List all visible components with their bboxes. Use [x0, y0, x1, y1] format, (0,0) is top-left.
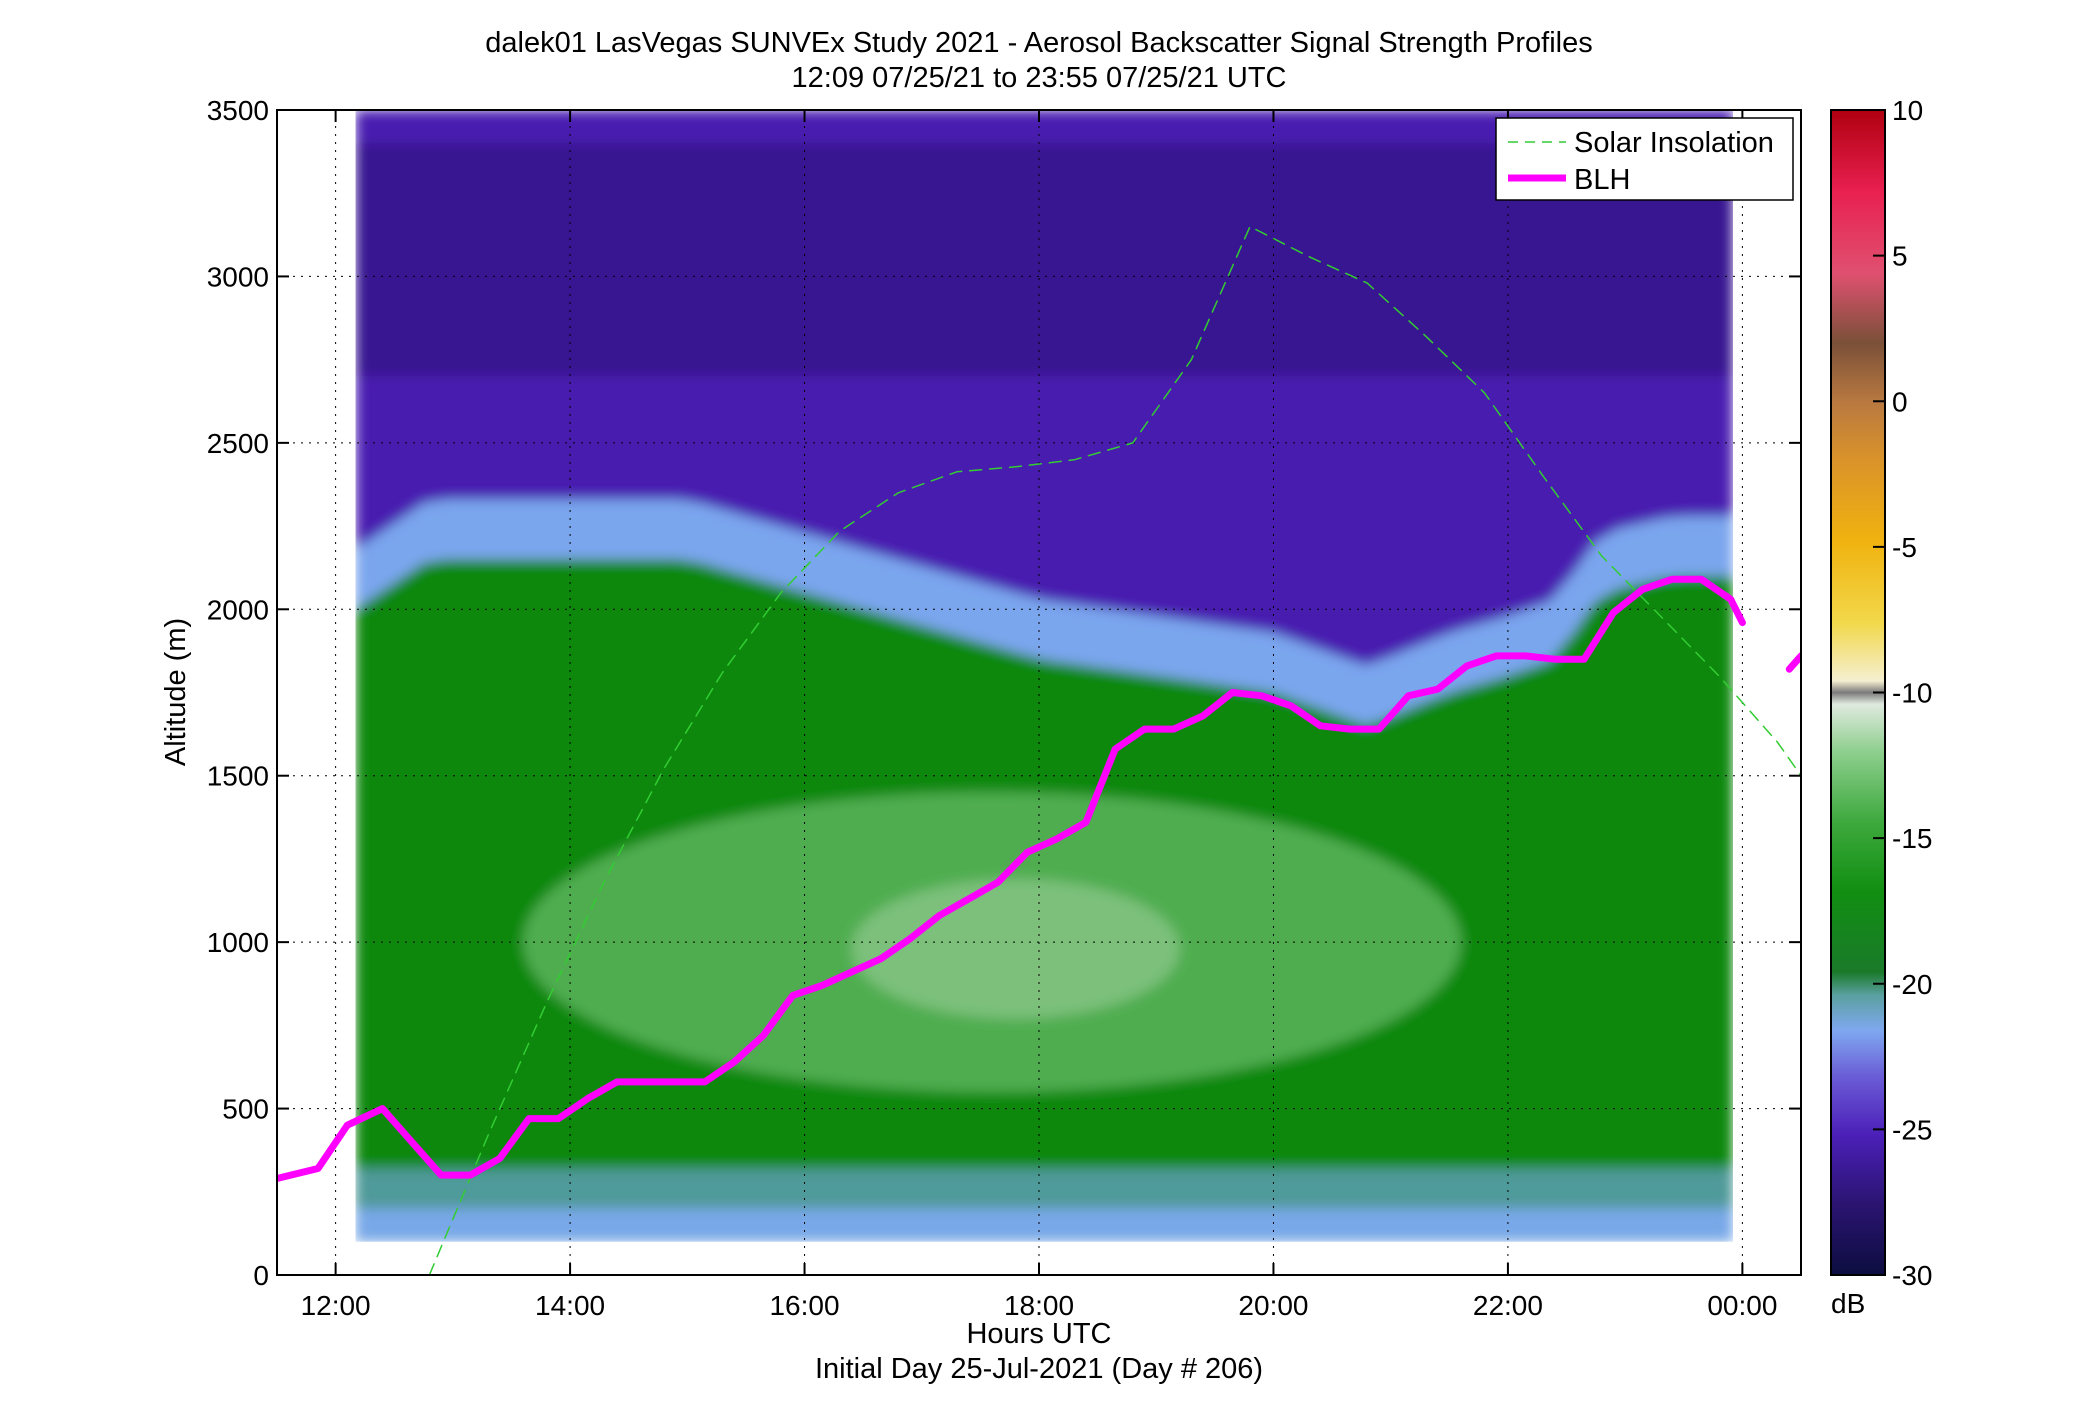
colorbar-ticks: 10 5 0 -5 -10 -15 -20 -25 -30: [1873, 95, 1932, 1291]
y-tick-label: 500: [222, 1094, 269, 1125]
x-axis-subtitle: Initial Day 25-Jul-2021 (Day # 206): [815, 1353, 1263, 1385]
chart-title: dalek01 LasVegas SUNVEx Study 2021 - Aer…: [485, 27, 1592, 59]
legend: Solar Insolation BLH: [1495, 117, 1794, 201]
colorbar-tick-label: -25: [1892, 1114, 1932, 1145]
heatmap-lightest-core: [851, 878, 1180, 1019]
x-tick-label: 12:00: [301, 1290, 371, 1321]
series-lines: [277, 225, 1801, 1275]
y-tick-label: 1000: [207, 927, 269, 958]
legend-label-solar: Solar Insolation: [1574, 127, 1774, 159]
colorbar-label: dB: [1831, 1288, 1865, 1319]
y-tick-label: 0: [253, 1260, 269, 1291]
colorbar-tick-label: -5: [1892, 532, 1917, 563]
y-axis-title: Altitude (m): [160, 618, 192, 766]
x-tick-label: 18:00: [1004, 1290, 1074, 1321]
y-tick-label: 1500: [207, 761, 269, 792]
x-axis-title: Hours UTC: [966, 1318, 1111, 1350]
x-tick-label: 14:00: [535, 1290, 605, 1321]
chart-subtitle: 12:09 07/25/21 to 23:55 07/25/21 UTC: [792, 62, 1287, 94]
heatmap-left-blank: [277, 110, 356, 1275]
axis-ticks: 12:00 14:00 16:00 18:00 20:00 22:00 00:00 0 500 1…: [207, 95, 1801, 1321]
x-tick-label: 16:00: [769, 1290, 839, 1321]
colorbar-tick-label: -15: [1892, 823, 1932, 854]
y-tick-label: 3500: [207, 95, 269, 126]
x-tick-label: 00:00: [1707, 1290, 1777, 1321]
heatmap-bottom-blank: [355, 1241, 1734, 1275]
x-tick-label: 20:00: [1238, 1290, 1308, 1321]
x-tick-label: 22:00: [1473, 1290, 1543, 1321]
legend-label-blh: BLH: [1574, 164, 1630, 196]
blh-line: [277, 575, 1746, 1182]
solar-insolation-line: [428, 225, 1801, 1275]
heatmap-surface-band-lower: [355, 1208, 1734, 1242]
heatmap-right-blank: [1733, 110, 1801, 1275]
backscatter-heatmap: [277, 110, 1801, 1275]
blh-segment-line: [1785, 652, 1801, 673]
colorbar-tick-label: 5: [1892, 241, 1908, 272]
colorbar-tick-label: -10: [1892, 678, 1932, 709]
y-tick-label: 2000: [207, 594, 269, 625]
legend-box: [1495, 117, 1794, 201]
colorbar-tick-label: 10: [1892, 95, 1923, 126]
y-tick-label: 2500: [207, 428, 269, 459]
colorbar: 10 5 0 -5 -10 -15 -20 -25 -30 dB: [1830, 95, 1932, 1319]
colorbar-tick-label: -30: [1892, 1260, 1932, 1291]
y-tick-label: 3000: [207, 261, 269, 292]
colorbar-tick-label: 0: [1892, 386, 1908, 417]
colorbar-tick-label: -20: [1892, 969, 1932, 1000]
